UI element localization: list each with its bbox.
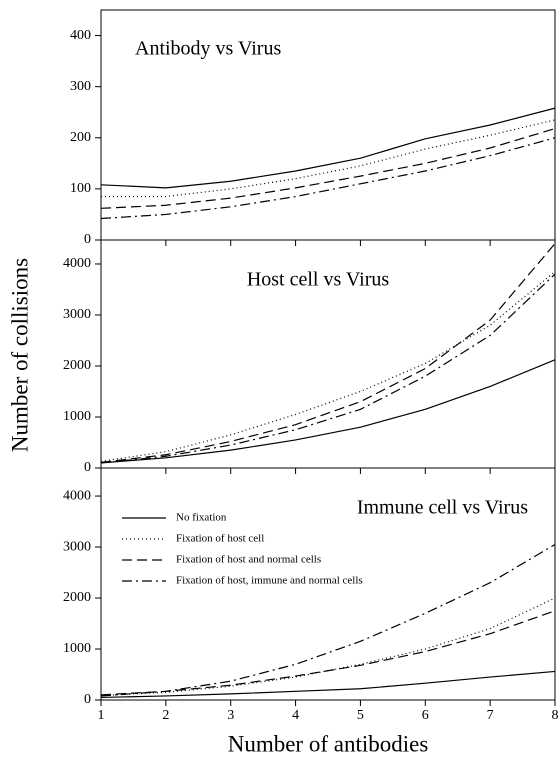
y-tick-label: 0 (84, 232, 91, 247)
panel-title: Immune cell vs Virus (357, 497, 528, 519)
series-line (100, 137, 556, 220)
y-tick-label: 200 (70, 130, 91, 145)
panel-title: Antibody vs Virus (135, 38, 281, 60)
x-tick-label: 2 (162, 708, 169, 723)
y-tick-label: 0 (84, 460, 91, 475)
y-tick-label: 3000 (63, 539, 91, 554)
y-tick-label: 300 (70, 79, 91, 94)
series-line (100, 107, 556, 189)
legend-label: No fixation (176, 512, 227, 524)
y-tick-label: 100 (70, 181, 91, 196)
y-axis-label: Number of collisions (7, 258, 32, 452)
series-line (100, 359, 556, 464)
series-line (100, 243, 556, 463)
y-tick-label: 1000 (63, 641, 91, 656)
x-tick-label: 5 (357, 708, 364, 723)
y-tick-label: 0 (84, 692, 91, 707)
y-tick-label: 2000 (63, 590, 91, 605)
x-tick-label: 7 (487, 708, 494, 723)
x-tick-label: 3 (227, 708, 234, 723)
series-line (100, 128, 556, 209)
y-tick-label: 400 (70, 28, 91, 43)
y-tick-label: 1000 (63, 409, 91, 424)
series-line (100, 273, 556, 464)
plot-frame (100, 467, 556, 701)
x-tick-label: 8 (552, 708, 558, 723)
series-line (101, 119, 556, 198)
panel-title: Host cell vs Virus (247, 269, 390, 291)
series-line (100, 610, 556, 696)
series-line (100, 670, 556, 699)
x-tick-label: 6 (422, 708, 429, 723)
x-axis-label: Number of antibodies (228, 731, 429, 756)
y-tick-label: 2000 (63, 358, 91, 373)
legend-label: Fixation of host cell (176, 533, 264, 545)
y-tick-label: 4000 (63, 488, 91, 503)
series-line (100, 597, 556, 697)
x-tick-label: 1 (98, 708, 105, 723)
y-tick-label: 4000 (63, 256, 91, 271)
legend-label: Fixation of host and normal cells (176, 554, 321, 566)
series-line (100, 543, 556, 697)
series-line (100, 271, 556, 462)
y-tick-label: 3000 (63, 307, 91, 322)
legend-label: Fixation of host, immune and normal cell… (176, 575, 363, 587)
x-tick-label: 4 (292, 708, 299, 723)
